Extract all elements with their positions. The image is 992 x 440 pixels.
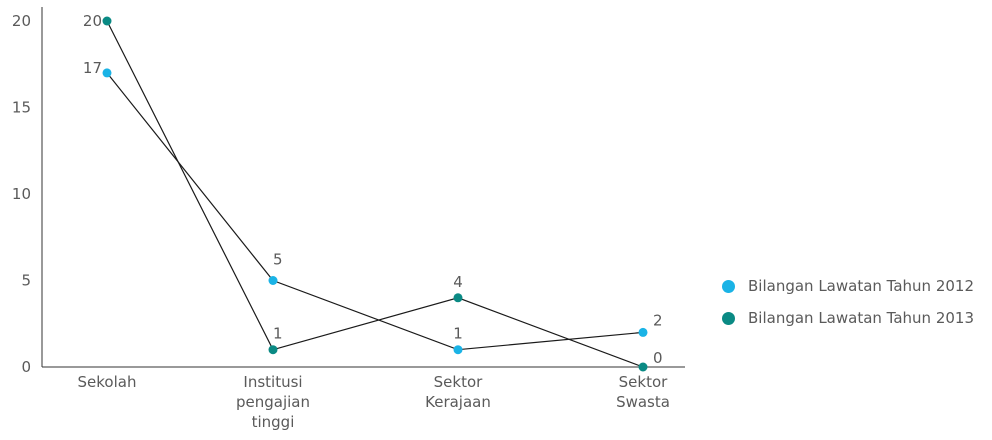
x-category-label-line: Swasta: [616, 393, 670, 411]
x-category-label-line: Institusi: [243, 373, 302, 391]
data-labels: 17 5 1 2 20 1 4 0: [83, 12, 663, 367]
y-tick-label: 20: [12, 12, 31, 30]
y-tick-label: 10: [12, 185, 31, 203]
x-category-label-line: tinggi: [252, 413, 295, 431]
x-category-label: Sekolah: [78, 373, 137, 391]
series-points: [102, 16, 648, 372]
x-category-label-line: Kerajaan: [425, 393, 491, 411]
y-tick-label: 5: [21, 272, 31, 290]
legend-item: Bilangan Lawatan Tahun 2012: [722, 275, 974, 297]
series-line-0: [106, 72, 644, 351]
data-point: [638, 362, 648, 372]
legend-label: Bilangan Lawatan Tahun 2012: [748, 277, 975, 295]
y-tick-label: 0: [21, 358, 31, 376]
data-label: 1: [273, 325, 283, 343]
x-category-label-line: pengajian: [236, 393, 310, 411]
x-axis-categories: Sekolah Institusi pengajian tinggi Sektor Ker…: [78, 373, 670, 431]
legend-marker: [722, 279, 735, 293]
data-label: 0: [653, 349, 663, 367]
series-line-1: [106, 20, 644, 368]
data-point: [268, 276, 278, 285]
data-point: [638, 327, 648, 337]
data-point: [453, 293, 463, 303]
y-axis-ticks: 0 5 10 15 20: [12, 12, 31, 376]
x-category-label-line: Sektor: [434, 373, 483, 391]
x-category-label: Institusi pengajian tinggi: [236, 373, 310, 431]
data-label: 4: [453, 273, 463, 291]
data-label: 5: [273, 251, 283, 269]
data-label: 1: [453, 325, 463, 343]
data-label: 2: [653, 311, 663, 329]
data-point: [453, 345, 463, 355]
x-category-label-line: Sektor: [619, 373, 668, 391]
legend: Bilangan Lawatan Tahun 2012 Bilangan Lawa…: [722, 275, 974, 339]
x-category-label: Sektor Kerajaan: [425, 373, 491, 411]
data-point: [102, 68, 112, 78]
x-category-label: Sektor Swasta: [616, 373, 670, 411]
series-lines: [106, 20, 644, 368]
legend-label: Bilangan Lawatan Tahun 2013: [748, 309, 975, 327]
data-label: 20: [83, 12, 102, 30]
data-point: [268, 345, 278, 355]
data-point: [102, 16, 112, 26]
legend-item: Bilangan Lawatan Tahun 2013: [722, 307, 974, 329]
data-label: 17: [83, 59, 102, 77]
legend-marker: [722, 311, 735, 325]
axes: [41, 7, 685, 368]
x-category-label-line: Sekolah: [78, 373, 137, 391]
y-tick-label: 15: [12, 99, 31, 117]
